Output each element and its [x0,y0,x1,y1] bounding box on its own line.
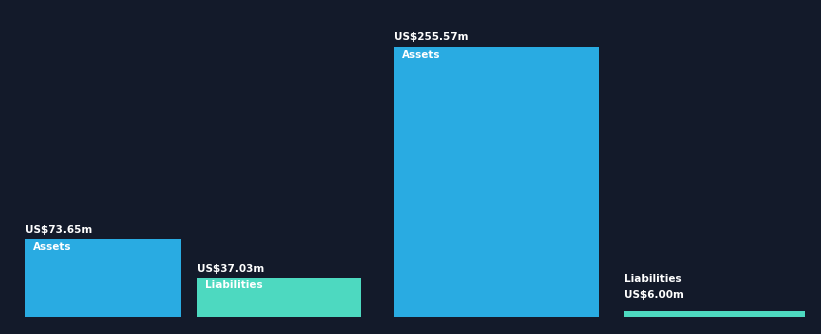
Text: US$6.00m: US$6.00m [624,290,684,300]
Text: Liabilities: Liabilities [624,275,681,285]
Text: US$73.65m: US$73.65m [25,225,92,235]
Bar [624,311,805,317]
Text: US$37.03m: US$37.03m [197,264,264,274]
Bar [394,46,599,317]
Text: Assets: Assets [402,50,441,60]
Text: US$255.57m: US$255.57m [394,32,469,42]
Bar [25,239,181,317]
Text: Assets: Assets [33,242,71,253]
Bar [197,278,361,317]
Text: Liabilities: Liabilities [205,280,263,290]
